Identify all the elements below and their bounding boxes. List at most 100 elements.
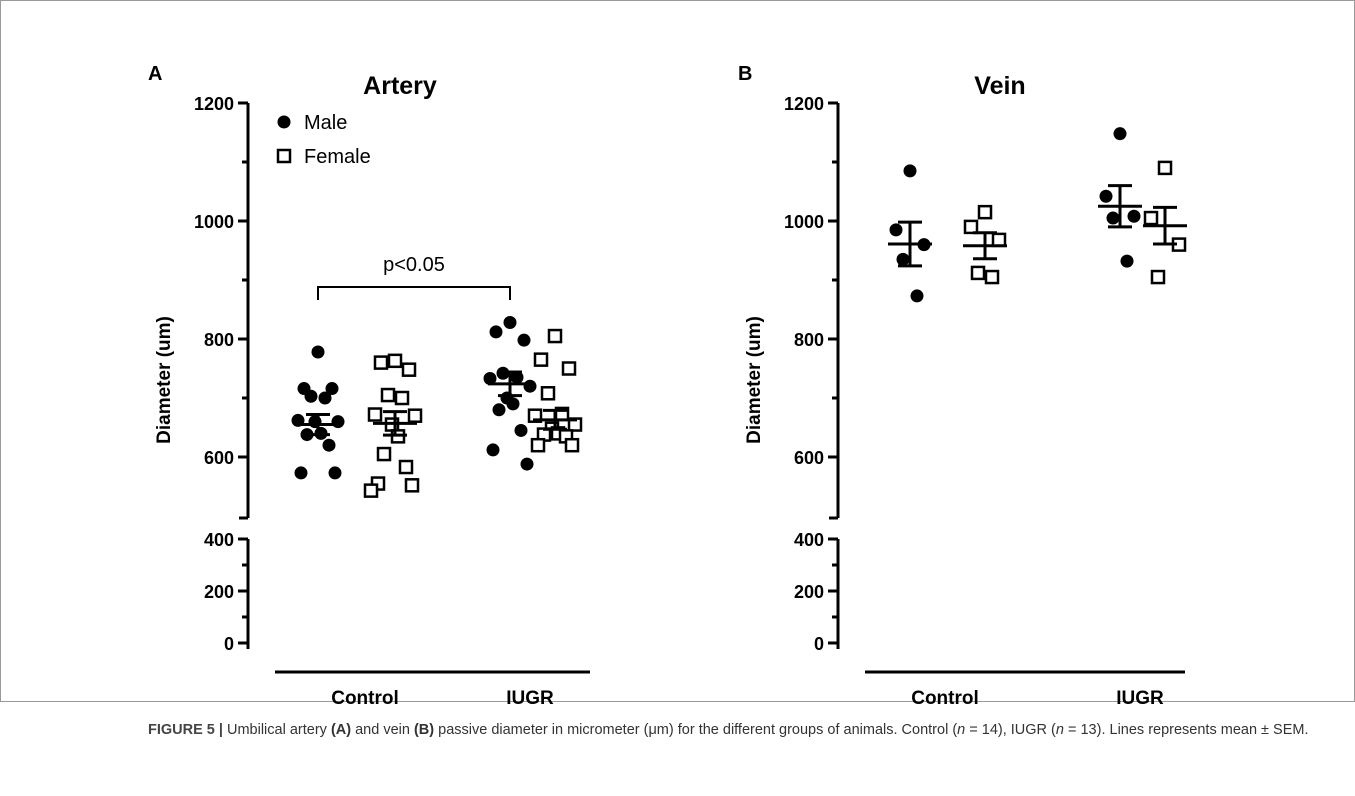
sem-bar [306,413,330,437]
y-axis-label: Diameter (um) [154,316,175,444]
data-point [1106,211,1120,225]
data-point [363,483,379,498]
data-point [530,437,546,453]
data-point [903,164,917,178]
data-point [294,466,308,480]
data-point [520,457,534,471]
y-tick-label: 400 [204,530,234,550]
data-point [540,386,556,401]
data-point [398,459,414,475]
data-point [1150,269,1166,285]
chart-title: Vein [974,72,1025,100]
data-point [401,362,417,377]
data-point [322,438,336,452]
significance-bracket [317,286,511,300]
data-point [564,437,580,453]
y-tick-label: 600 [794,448,824,468]
sem-bar [898,220,922,268]
caption-text: = 14), IUGR ( [965,722,1056,738]
y-tick-label: 1200 [194,94,234,114]
data-point [517,333,531,347]
legend-marker [276,148,292,164]
annotation: p<0.05 [383,254,445,276]
y-tick-label: 800 [204,330,234,350]
sem-bar [498,370,522,398]
data-point [376,446,392,462]
sem-bar [973,231,997,261]
data-point [404,478,420,493]
sem-bar [543,408,567,431]
data-point [510,370,524,384]
panel: B Vein 600 800 1000 1200 0 200 400 Diameter (um) C… [738,63,1187,709]
data-point [380,387,396,403]
data-point [1120,254,1134,268]
legend-label: Male [304,112,347,134]
data-point [486,443,500,457]
x-tick-label: Control [331,688,399,709]
data-point [523,379,537,393]
sem-bar [1108,184,1132,229]
data-point [514,423,528,437]
x-tick-label: IUGR [506,688,554,709]
panel-label: B [738,63,752,85]
data-point [311,345,325,359]
data-point [308,415,322,429]
y-tick-label: 200 [794,582,824,602]
x-tick-label: Control [911,688,979,709]
data-point [561,361,577,376]
data-point [387,353,403,369]
data-point [489,325,503,339]
y-tick-label: 1000 [784,212,824,232]
caption-text: = 13). Lines represents mean ± SEM. [1063,722,1309,738]
caption-text: n [1055,722,1064,738]
data-point [963,219,979,235]
data-point [373,355,389,370]
data-point [547,328,563,344]
y-tick-label: 400 [794,530,824,550]
caption-text: (B) [413,722,435,738]
data-point [407,408,423,423]
data-point [1143,210,1159,226]
data-point [1157,160,1173,176]
data-point [984,269,1000,285]
caption-text: and vein [351,722,414,738]
data-point [1113,127,1127,141]
caption-text: n [957,722,966,738]
sem-bar [383,410,407,437]
data-point [325,382,339,396]
y-tick-label: 800 [794,330,824,350]
data-point [1127,209,1141,223]
caption: FIGURE 5 | Umbilical artery (A) and vein… [148,718,1318,743]
y-tick-label: 200 [204,582,234,602]
data-point [910,289,924,303]
y-tick-label: 0 [224,634,234,654]
data-point [1099,189,1113,203]
caption-text: (A) [330,722,352,738]
data-point [889,223,903,237]
y-tick-label: 0 [814,634,824,654]
data-point [977,204,993,220]
y-tick-label: 1200 [784,94,824,114]
data-point [970,265,986,281]
data-point [492,403,506,417]
y-tick-label: 600 [204,448,234,468]
data-point [331,415,345,429]
data-point [991,232,1007,248]
y-axis-label: Diameter (um) [744,316,765,444]
data-point [367,407,383,422]
data-point [318,391,332,405]
caption-text: Umbilical artery [222,722,331,738]
caption-text: passive diameter in micrometer (μm) for … [434,722,958,738]
legend-marker [277,115,291,129]
panel: A Artery 600 800 1000 1200 0 200 400 Diameter (um… [148,63,590,709]
data-point [503,315,517,329]
y-tick-label: 1000 [194,212,234,232]
caption-text: FIGURE 5 | [148,722,223,738]
data-point [506,397,520,411]
legend-label: Female [304,146,371,168]
data-point [533,352,549,367]
sem-bar [1153,205,1177,246]
data-point [896,252,910,266]
